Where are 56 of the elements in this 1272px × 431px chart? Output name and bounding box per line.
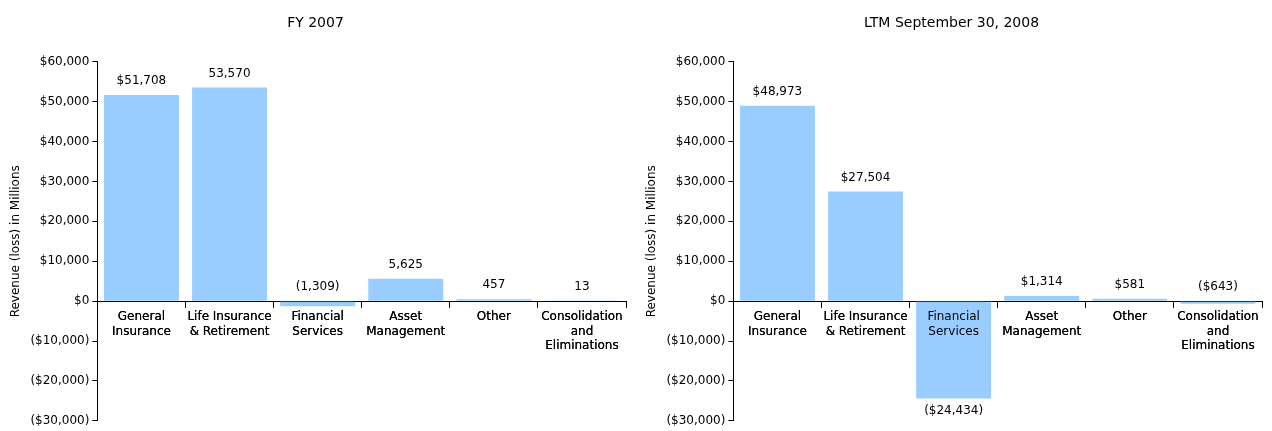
x-tick-label: Consolidation and Eliminations	[1177, 309, 1259, 353]
y-tick-label: $30,000	[675, 173, 726, 188]
y-tick-label: $10,000	[675, 253, 726, 268]
bar	[1004, 295, 1080, 301]
y-tick-label: ($20,000)	[666, 373, 726, 388]
x-tick-label: General Insurance	[748, 309, 807, 338]
data-label: $27,504	[840, 169, 891, 184]
bar	[103, 94, 179, 301]
data-label: 5,625	[388, 256, 423, 271]
y-tick-label: $50,000	[675, 93, 726, 108]
chart-title: LTM September 30, 2008	[863, 14, 1040, 31]
data-label: 13	[574, 279, 590, 294]
x-tick-label: Financial Services	[927, 309, 980, 338]
y-tick-label: $60,000	[675, 53, 726, 68]
bar	[192, 87, 267, 301]
data-label: ($24,434)	[924, 402, 984, 417]
y-tick-label: ($20,000)	[30, 373, 90, 388]
y-tick-label: ($10,000)	[666, 333, 726, 348]
y-tick-label: ($30,000)	[666, 412, 726, 427]
y-tick-label: $60,000	[39, 53, 90, 68]
y-axis-title: Revenue (loss) in Millions	[8, 165, 23, 318]
y-tick-label: $50,000	[39, 93, 90, 108]
x-tick-label: Consolidation and Eliminations	[541, 309, 623, 353]
y-tick-label: $40,000	[675, 133, 726, 148]
y-tick-label: $0	[74, 293, 90, 308]
chart-title: FY 2007	[287, 14, 344, 31]
x-tick-label: Financial Services	[291, 309, 344, 338]
bar	[739, 105, 815, 301]
y-tick-label: $20,000	[39, 213, 90, 228]
bar	[828, 191, 903, 301]
bar	[368, 278, 444, 301]
x-tick-label: General Insurance	[112, 309, 171, 338]
x-tick-label: Asset Management	[1002, 309, 1082, 338]
y-tick-label: $40,000	[39, 133, 90, 148]
x-tick-label: Life Insurance & Retirement	[823, 309, 908, 338]
x-tick-label: Life Insurance & Retirement	[187, 309, 272, 338]
y-tick-label: $20,000	[675, 213, 726, 228]
bar	[1180, 301, 1256, 304]
data-label: $51,708	[116, 73, 167, 87]
data-label: $581	[1114, 276, 1146, 291]
data-label: $48,973	[752, 83, 803, 98]
data-label: $1,314	[1020, 274, 1063, 289]
data-label: ($643)	[1198, 279, 1238, 294]
x-tick-label: Other	[476, 309, 511, 324]
data-label: 457	[482, 277, 506, 292]
y-tick-label: $0	[710, 293, 726, 308]
y-tick-label: $30,000	[39, 173, 90, 188]
y-tick-label: ($30,000)	[30, 412, 90, 427]
x-tick-label: Other	[1112, 309, 1147, 324]
data-label: 53,570	[208, 65, 251, 80]
y-tick-label: $10,000	[39, 253, 90, 268]
x-tick-label: Asset Management	[366, 309, 446, 338]
y-tick-label: ($10,000)	[30, 333, 90, 348]
bar	[916, 301, 992, 399]
y-axis-title: Revenue (loss) in Millions	[644, 165, 659, 318]
data-label: (1,309)	[295, 279, 340, 294]
